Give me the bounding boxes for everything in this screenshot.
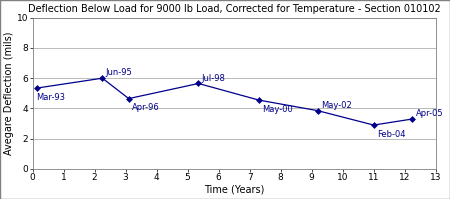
Title: Deflection Below Load for 9000 lb Load, Corrected for Temperature - Section 0101: Deflection Below Load for 9000 lb Load, …	[28, 4, 441, 14]
X-axis label: Time (Years): Time (Years)	[204, 185, 264, 195]
Text: May-02: May-02	[321, 101, 352, 110]
Y-axis label: Avegare Deflection (mils): Avegare Deflection (mils)	[4, 32, 14, 155]
Text: Apr-96: Apr-96	[132, 103, 160, 112]
Text: Feb-04: Feb-04	[377, 130, 405, 139]
Text: Mar-93: Mar-93	[36, 93, 65, 101]
Text: Apr-05: Apr-05	[415, 109, 443, 118]
Text: May-00: May-00	[262, 105, 293, 114]
Text: Jun-95: Jun-95	[105, 68, 132, 77]
Text: Jul-98: Jul-98	[202, 74, 225, 83]
